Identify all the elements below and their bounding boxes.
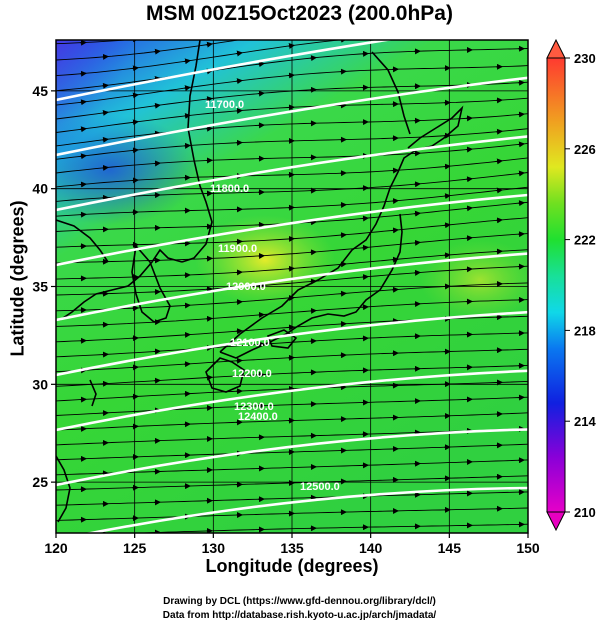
contour-line: [56, 76, 528, 157]
y-tick-label: 40: [32, 181, 48, 197]
contour-label: 12200.0: [232, 368, 272, 380]
colorbar-tick-label: 222: [574, 233, 596, 248]
x-tick-label: 135: [280, 540, 304, 556]
contour-line: [56, 310, 528, 377]
y-axis-ticks: 25 30 35 40 45: [32, 83, 56, 490]
colorbar-tick-label: 218: [574, 323, 596, 338]
contour-line: [56, 135, 528, 212]
colorbar-tick-label: 210: [574, 505, 596, 520]
coast-segment-6: [59, 248, 183, 321]
coast-segment-8: [56, 219, 109, 263]
coast-segment-1: [219, 213, 403, 359]
contour-label: 11800.0: [210, 183, 249, 195]
graticule: [56, 40, 528, 533]
y-tick-label: 25: [32, 474, 48, 490]
coast-segment-2: [407, 105, 464, 151]
coast-segment-7: [131, 244, 171, 323]
contour-line: [56, 369, 528, 432]
credit-data: Data from http://database.rish.kyoto-u.a…: [162, 610, 437, 621]
contour-label: 11700.0: [205, 99, 244, 111]
x-tick-label: 150: [516, 540, 540, 556]
contour-label: 11900.0: [218, 243, 257, 255]
map-title: MSM 00Z15Oct2023 (200.0hPa): [146, 2, 453, 25]
contour-line: [56, 252, 528, 322]
x-tick-label: 130: [202, 540, 226, 556]
contour-line: [56, 428, 528, 487]
x-tick-label: 145: [438, 540, 462, 556]
y-tick-label: 30: [32, 376, 48, 392]
x-axis-ticks: 120 125 130 135 140 145 150: [44, 533, 540, 556]
contour-line: [84, 486, 528, 533]
coastline: [56, 40, 464, 523]
y-tick-label: 35: [32, 279, 48, 295]
contour-label: 12500.0: [300, 481, 340, 493]
x-tick-label: 125: [123, 540, 147, 556]
height-contours: 11700.011800.011900.012000.012100.012200…: [56, 40, 528, 533]
coast-segment-5: [181, 40, 213, 263]
credit-drawing: Drawing by DCL (https://www.gfd-dennou.o…: [163, 596, 436, 607]
contour-line: [56, 193, 528, 267]
coast-segment-10: [56, 455, 71, 523]
contour-line: [56, 40, 395, 102]
colorbar-tick-label: 214: [574, 414, 596, 429]
coast-segment-3: [205, 357, 245, 393]
coast-segment-0: [219, 149, 417, 353]
x-tick-label: 120: [44, 540, 68, 556]
colorbar: 230 226 222 218 214 210: [546, 38, 596, 532]
contour-label: 12400.0: [238, 411, 278, 423]
contour-label: 12300.0: [234, 401, 274, 413]
colorbar-tick-label: 226: [574, 142, 596, 157]
y-tick-label: 45: [32, 83, 48, 99]
coast-segment-9: [371, 51, 411, 135]
y-axis-label: Latitude (degrees): [7, 200, 28, 357]
x-axis-label: Longitude (degrees): [205, 556, 379, 576]
x-tick-label: 140: [359, 540, 383, 556]
colorbar-tick-label: 230: [574, 51, 596, 66]
